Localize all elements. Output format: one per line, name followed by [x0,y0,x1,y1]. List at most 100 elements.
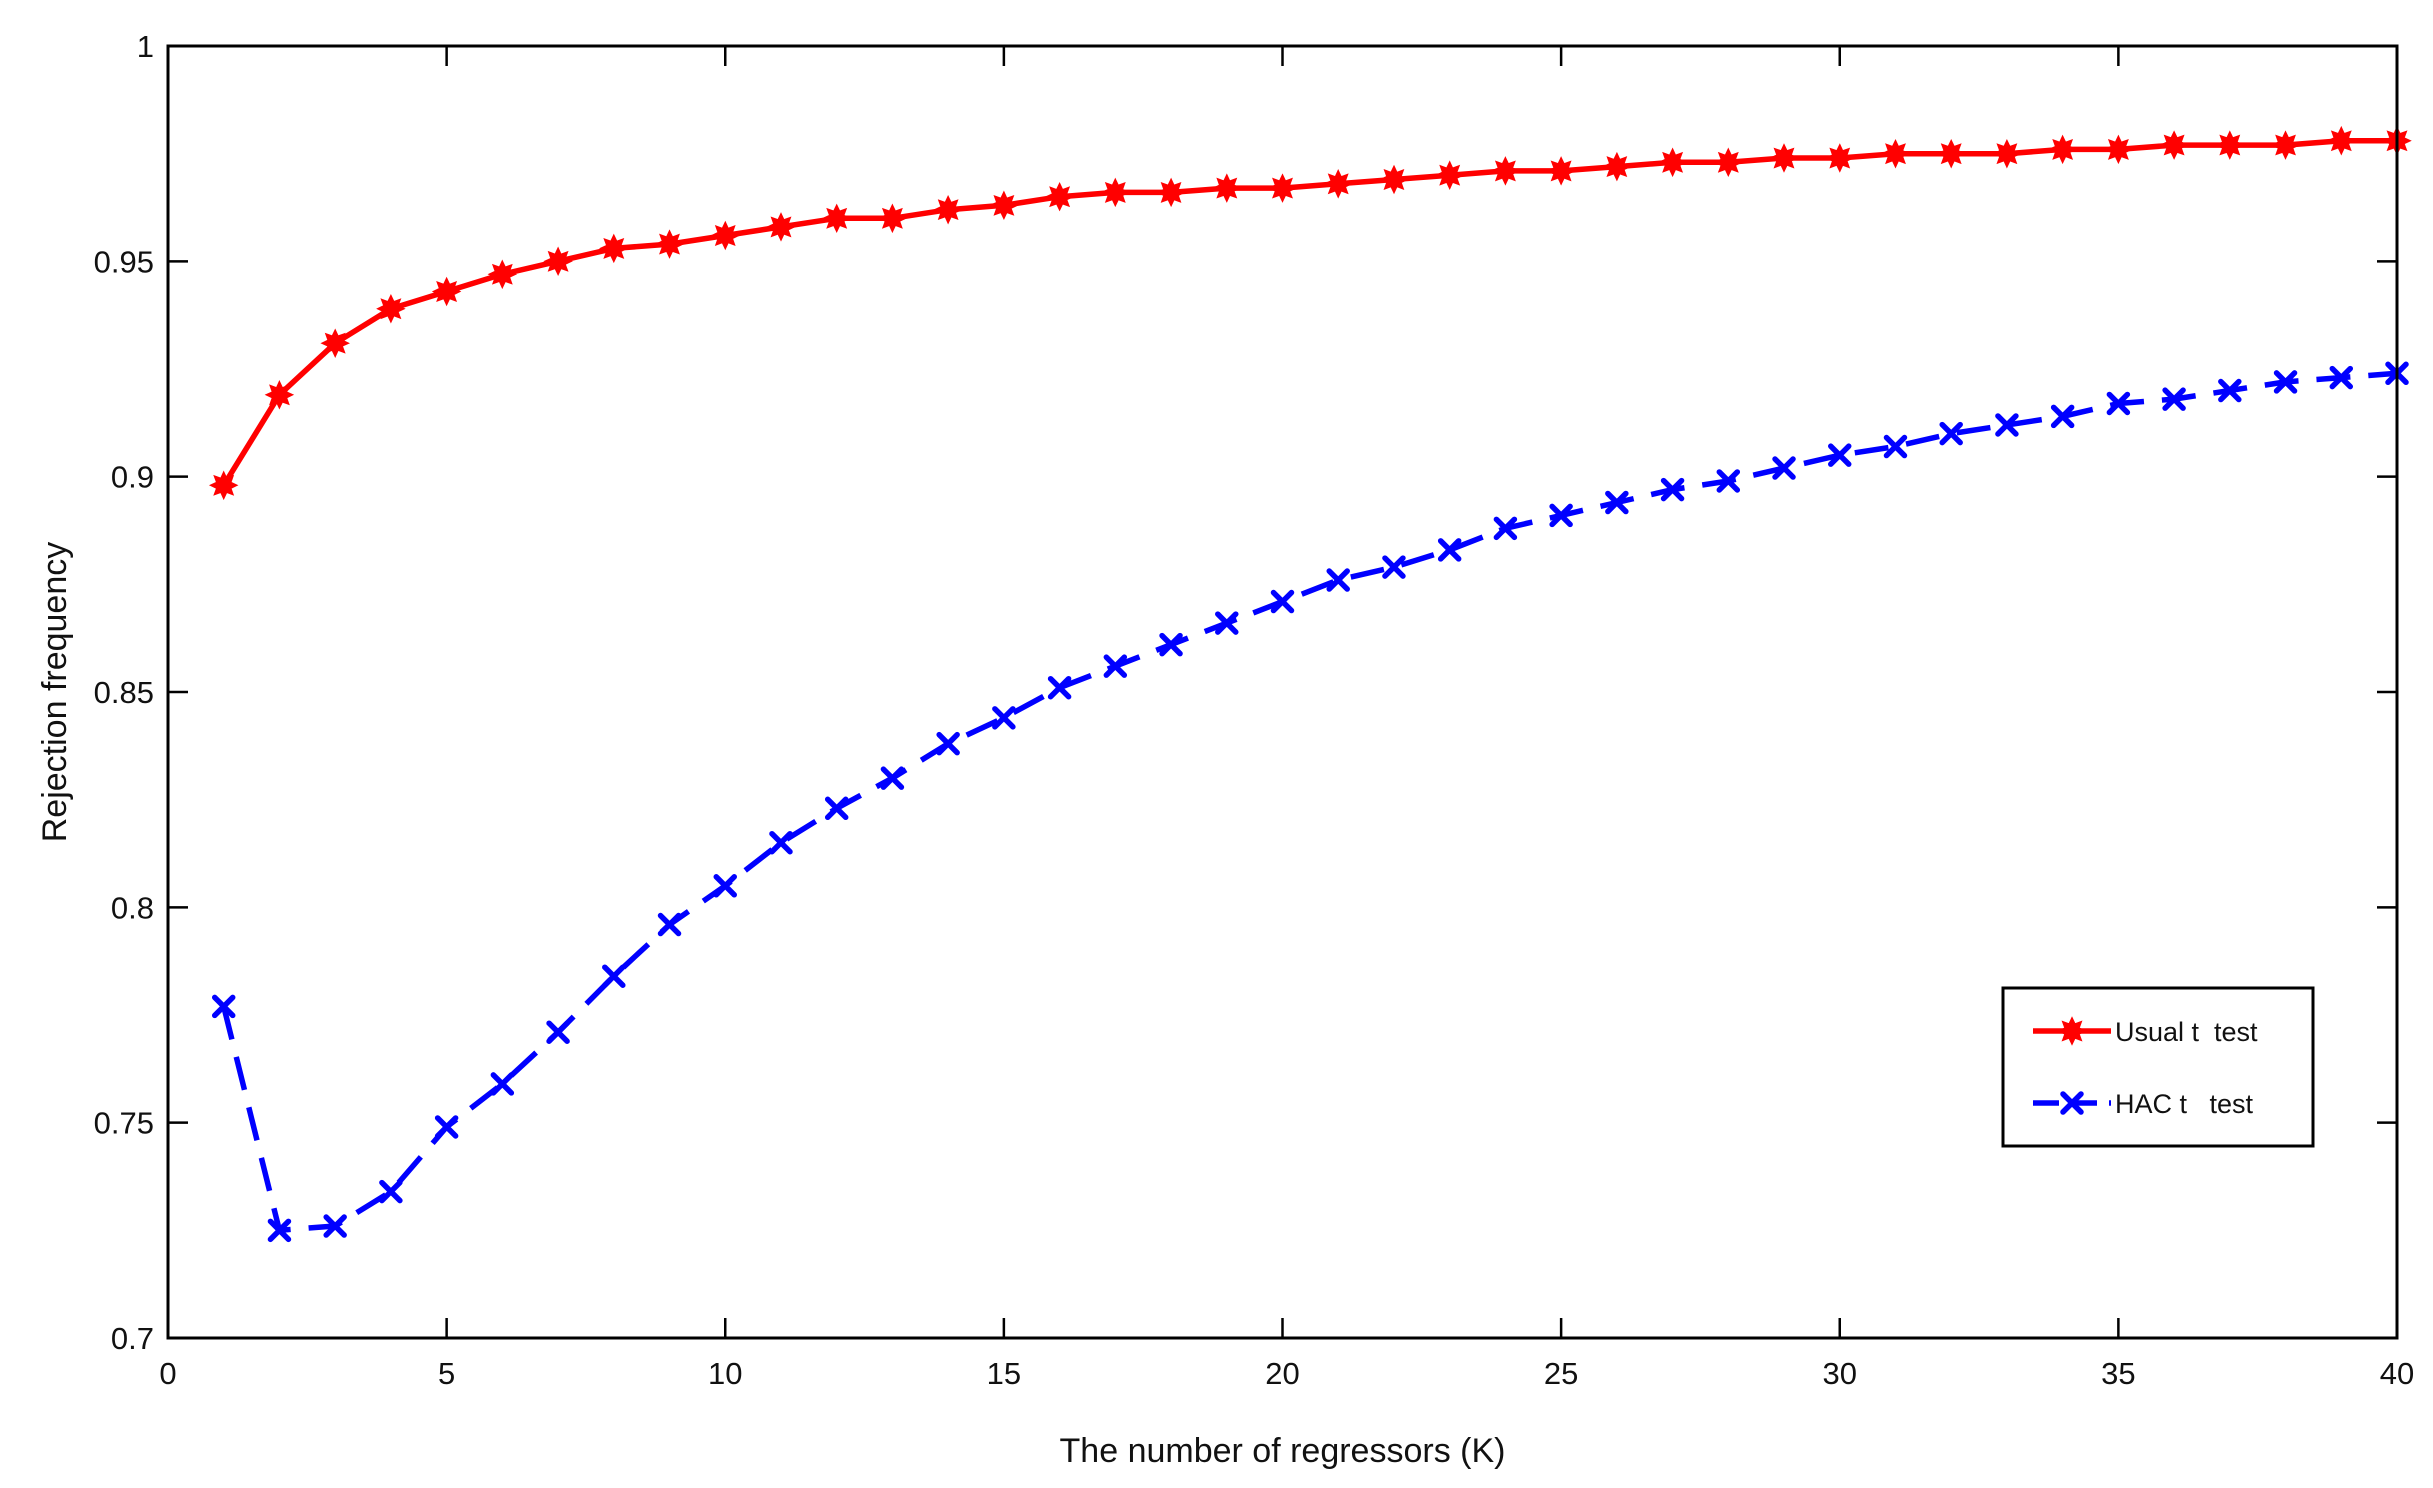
x-tick-label: 15 [987,1356,1021,1391]
plot-series [208,125,2412,1243]
data-point-usual-t-test [877,203,908,234]
data-point-usual-t-test [1490,156,1521,186]
legend-marker-point [2057,1016,2087,1046]
data-point-usual-t-test [2326,125,2357,156]
data-point-usual-t-test [208,470,239,501]
data-point-usual-t-test [320,328,350,358]
data-point-usual-t-test [1546,156,1576,186]
data-point-hac-t-test [211,994,236,1019]
y-tick-label: 0.8 [111,890,154,925]
data-point-usual-t-test [766,212,796,242]
data-point-hac-t-test [267,1218,292,1243]
data-point-usual-t-test [1713,147,1744,178]
data-point-hac-t-test [1382,555,1406,579]
data-point-usual-t-test [599,233,629,264]
data-point-usual-t-test [1267,173,1298,203]
y-tick-label: 0.95 [94,244,154,279]
x-tick-label: 5 [438,1356,455,1391]
x-tick-label: 30 [1823,1356,1857,1391]
data-point-usual-t-test [543,246,573,277]
data-point-usual-t-test [2159,130,2189,160]
data-point-hac-t-test [1215,611,1239,635]
data-point-hac-t-test [1493,516,1518,541]
data-point-hac-t-test [1103,654,1128,678]
data-point-hac-t-test [1549,503,1573,528]
data-point-usual-t-test [2047,134,2078,165]
data-point-usual-t-test [2270,130,2301,160]
legend-label-hac-t-test: HAC t test [2115,1089,2254,1119]
data-point-usual-t-test [376,293,406,324]
data-point-hac-t-test [1660,477,1685,502]
data-point-usual-t-test [989,190,1019,221]
data-point-hac-t-test [1270,589,1295,614]
plot-frame [166,44,2399,1340]
data-point-usual-t-test [1434,160,1465,190]
data-point-usual-t-test [821,203,852,234]
legend-marker-usual-t-test [2057,1016,2087,1046]
data-point-hac-t-test [992,706,1016,730]
y-tick-label: 0.75 [94,1106,154,1141]
data-point-hac-t-test [2329,365,2354,390]
y-tick-label: 0.9 [111,460,154,495]
series-line-usual-t-test [221,137,2397,487]
legend-box [2001,986,2315,1148]
data-point-usual-t-test [1992,138,2022,169]
legend: Usual t test HAC t test [2001,986,2315,1148]
x-tick-label: 25 [1544,1356,1578,1391]
x-axis-label: The number of regressors (K) [1060,1432,1506,1470]
x-tick-labels: 0 5 10 15 20 25 30 35 40 [159,1356,2414,1391]
data-point-hac-t-test [2162,387,2186,411]
x-tick-label: 35 [2101,1356,2135,1391]
data-point-hac-t-test [1772,456,1796,480]
data-point-hac-t-test [824,796,849,821]
data-point-hac-t-test [1883,434,1908,459]
x-tick-label: 0 [159,1356,176,1391]
data-point-hac-t-test [1326,568,1350,592]
data-point-hac-t-test [713,874,737,898]
series-hac-t-test [211,361,2409,1243]
data-point-hac-t-test [2106,391,2131,416]
data-point-usual-t-test [2103,134,2134,165]
data-point-hac-t-test [1995,413,2019,437]
data-point-usual-t-test [1602,151,1632,182]
data-point-usual-t-test [1880,138,1911,169]
data-point-hac-t-test [1828,443,1852,467]
y-tick-labels: 0.7 0.75 0.8 0.85 0.9 0.95 1 [94,29,154,1356]
x-tick-label: 10 [708,1356,742,1391]
data-point-usual-t-test [487,259,518,290]
data-point-hac-t-test [880,766,905,790]
data-point-usual-t-test [1100,177,1131,208]
data-point-hac-t-test [1605,490,1629,515]
data-point-hac-t-test [1047,675,1072,700]
data-point-hac-t-test [1437,538,1462,562]
legend-marker-hac-t-test [2060,1091,2084,1115]
data-point-hac-t-test [379,1179,403,1204]
data-point-hac-t-test [546,1020,570,1044]
data-point-usual-t-test [431,276,462,307]
y-tick-label: 1 [137,29,154,64]
data-point-usual-t-test [1156,177,1186,208]
data-point-hac-t-test [1939,421,1963,446]
data-point-usual-t-test [1769,143,1799,173]
data-point-hac-t-test [657,912,682,937]
data-point-hac-t-test [1716,469,1741,493]
data-point-hac-t-test [2050,404,2075,429]
series-line-hac-t-test [221,370,2398,1234]
data-point-hac-t-test [1159,632,1183,657]
data-point-hac-t-test [434,1115,459,1139]
data-point-usual-t-test [654,229,685,259]
legend-marker-point [2060,1091,2084,1115]
data-point-hac-t-test [2218,378,2242,403]
data-point-usual-t-test [1657,147,1688,178]
y-axis-label: Rejection frequency [36,542,74,843]
y-tick-label: 0.85 [94,675,154,710]
y-tick-label: 0.7 [111,1321,154,1356]
data-point-usual-t-test [1212,173,1242,203]
data-point-hac-t-test [769,830,793,855]
data-point-usual-t-test [1379,164,1409,195]
data-point-hac-t-test [602,964,626,988]
data-point-usual-t-test [1936,138,1966,169]
data-point-usual-t-test [2215,130,2245,160]
data-point-usual-t-test [710,220,741,251]
data-point-hac-t-test [323,1214,347,1238]
